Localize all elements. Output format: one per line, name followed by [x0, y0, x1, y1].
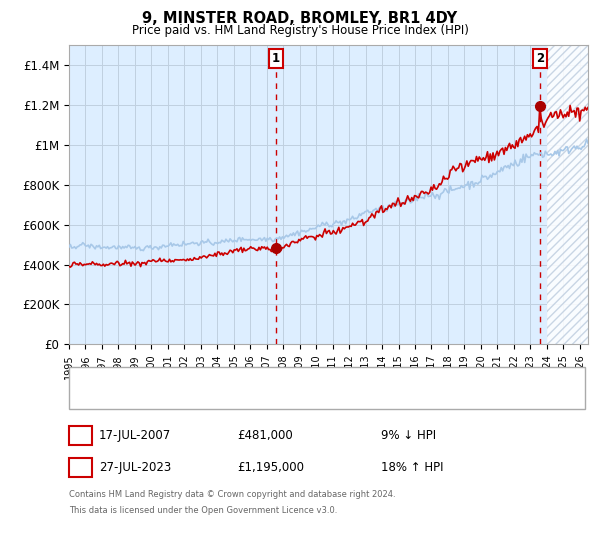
- Text: £1,195,000: £1,195,000: [237, 461, 304, 474]
- Text: 9% ↓ HPI: 9% ↓ HPI: [381, 429, 436, 442]
- Bar: [547, 45, 588, 344]
- Text: Contains HM Land Registry data © Crown copyright and database right 2024.: Contains HM Land Registry data © Crown c…: [69, 490, 395, 499]
- Text: 9, MINSTER ROAD, BROMLEY, BR1 4DY: 9, MINSTER ROAD, BROMLEY, BR1 4DY: [142, 11, 458, 26]
- Text: 9, MINSTER ROAD, BROMLEY, BR1 4DY (detached house): 9, MINSTER ROAD, BROMLEY, BR1 4DY (detac…: [119, 374, 415, 384]
- Text: £481,000: £481,000: [237, 429, 293, 442]
- Text: 1: 1: [272, 52, 280, 66]
- Text: 1: 1: [76, 429, 85, 442]
- Text: Price paid vs. HM Land Registry's House Price Index (HPI): Price paid vs. HM Land Registry's House …: [131, 24, 469, 36]
- Text: 27-JUL-2023: 27-JUL-2023: [99, 461, 171, 474]
- Text: 17-JUL-2007: 17-JUL-2007: [99, 429, 171, 442]
- Text: 18% ↑ HPI: 18% ↑ HPI: [381, 461, 443, 474]
- Text: 2: 2: [536, 52, 544, 66]
- Text: This data is licensed under the Open Government Licence v3.0.: This data is licensed under the Open Gov…: [69, 506, 337, 515]
- Text: HPI: Average price, detached house, Bromley: HPI: Average price, detached house, Brom…: [119, 392, 356, 402]
- Text: 2: 2: [76, 461, 85, 474]
